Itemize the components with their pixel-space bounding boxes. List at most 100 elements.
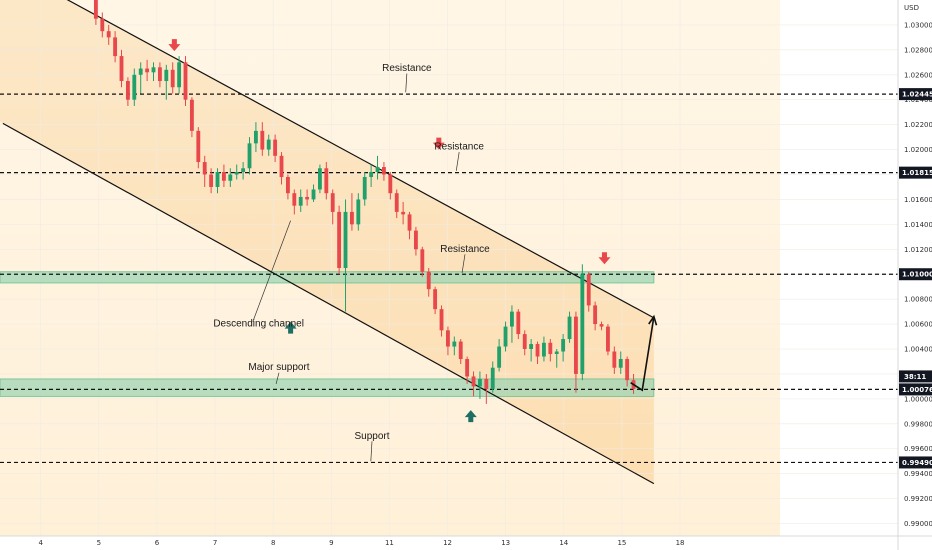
candle-body (535, 344, 540, 357)
candle-body (253, 130, 258, 144)
annotation-pointer (455, 152, 460, 171)
y-axis-unit: USD (904, 4, 919, 12)
sell-arrow-icon (598, 252, 611, 265)
y-tick-label: 0.99000 (904, 520, 932, 528)
candle-body (407, 214, 412, 231)
candle-body (446, 330, 450, 347)
candle-body (516, 311, 521, 335)
y-tick-label: 1.00600 (904, 321, 932, 329)
candle-body (157, 67, 162, 82)
candle-body (343, 211, 348, 268)
level-price-label: 1.01815 (902, 169, 932, 177)
annotation-label: Resistance (440, 244, 490, 255)
countdown-label: 38:11 (904, 373, 926, 381)
channel-upper-line (66, 0, 655, 319)
x-tick-label: 7 (213, 539, 217, 547)
y-tick-label: 1.02800 (904, 46, 932, 54)
y-tick-label: 0.99800 (904, 420, 932, 428)
candle-body (305, 196, 310, 200)
y-tick-label: 1.03000 (904, 21, 932, 29)
candle-body (401, 211, 406, 215)
sell-arrow-icon (432, 137, 445, 150)
candle-body (490, 367, 495, 389)
candle-body (606, 326, 610, 352)
candle-body (125, 81, 130, 100)
candle-body (394, 193, 399, 212)
candle-body (177, 62, 182, 88)
annotation-label: Support (354, 431, 389, 442)
x-tick-label: 12 (443, 539, 452, 547)
candle-body (388, 174, 393, 194)
candle-body (478, 378, 482, 387)
x-tick-label: 9 (329, 539, 333, 547)
candle-body (189, 99, 194, 131)
annotation-pointer (370, 441, 373, 462)
candle-body (574, 316, 578, 374)
candle-body (375, 167, 380, 173)
x-tick-label: 5 (97, 539, 101, 547)
level-price-tag (899, 88, 932, 101)
candle-body (580, 274, 585, 374)
candle-body (426, 271, 431, 290)
candle-body (586, 274, 591, 306)
candle-body (625, 358, 630, 381)
level-price-tag (899, 383, 932, 396)
candle-body (471, 376, 476, 387)
candle-body (106, 31, 111, 38)
candle-body (510, 311, 514, 327)
candle-body (132, 74, 137, 100)
x-tick-label: 4 (38, 539, 43, 547)
y-tick-label: 1.00000 (904, 395, 932, 403)
candle-body (330, 193, 335, 212)
y-tick-label: 0.99600 (904, 445, 932, 453)
level-price-label: 1.02445 (902, 91, 932, 99)
annotation-pointer (252, 220, 291, 322)
candle-body (350, 211, 354, 225)
candle-body (285, 177, 290, 194)
x-tick-label: 13 (501, 539, 510, 547)
x-tick-label: 18 (676, 539, 685, 547)
candle-body (209, 174, 214, 187)
candle-body (612, 351, 617, 368)
candle-body (273, 139, 278, 156)
candle-body (311, 189, 316, 200)
candle-body (151, 67, 156, 73)
countdown-tag (899, 370, 932, 383)
y-tick-label: 1.00800 (904, 296, 932, 304)
x-axis: 4 5 6 7 8 9 11 12 13 14 15 18 (38, 539, 684, 547)
candle-body (382, 167, 386, 175)
annotation-label: Resistance (434, 142, 484, 153)
annotation-pointer (405, 73, 408, 93)
candle-body (324, 168, 329, 194)
y-tick-label: 1.01400 (904, 221, 932, 229)
candle-body (458, 341, 463, 359)
candle-body (542, 342, 546, 357)
candle-body (433, 289, 438, 310)
level-price-tag (899, 456, 932, 469)
y-tick-label: 1.02600 (904, 71, 932, 79)
candle-body (465, 358, 470, 377)
channel-lower-line (2, 122, 655, 485)
candle-body (452, 341, 457, 347)
candle-body (420, 249, 425, 272)
candle-body (484, 378, 489, 389)
annotation-label: Major support (248, 362, 309, 373)
candle-body (439, 309, 444, 331)
candle-body (266, 139, 271, 150)
level-price-label: 0.99490 (902, 459, 932, 467)
x-tick-label: 11 (385, 539, 394, 547)
channel-fill (0, 0, 654, 484)
y-tick-label: 1.02400 (904, 96, 932, 104)
x-tick-label: 8 (271, 539, 275, 547)
candle-body (599, 324, 604, 327)
candle-body (170, 69, 175, 88)
candle-body (298, 196, 303, 206)
y-tick-label: 1.00400 (904, 346, 932, 354)
candle-body (138, 68, 143, 75)
candle-body (497, 346, 502, 368)
sell-arrow-icon (168, 39, 181, 52)
candle-body (279, 155, 284, 178)
candle-body (362, 177, 367, 200)
projection-path (630, 316, 655, 392)
